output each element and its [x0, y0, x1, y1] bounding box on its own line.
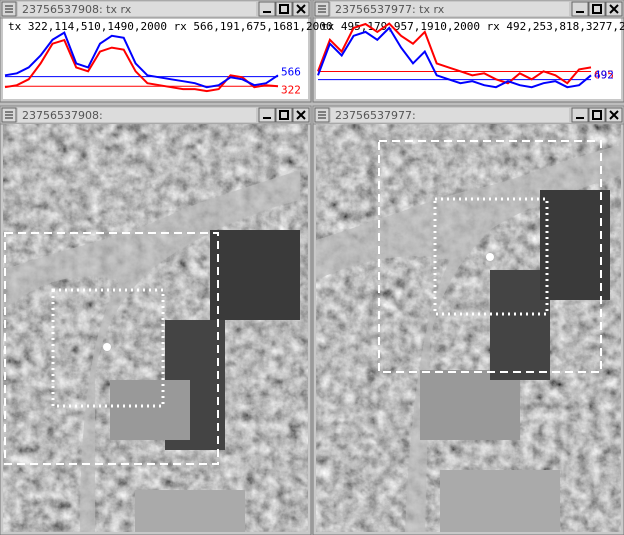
level-label: 322 — [281, 83, 301, 96]
charts: tx 322,114,510,1490,2000 rx 566,191,675,… — [4, 20, 624, 96]
level-label: 566 — [281, 66, 301, 79]
window-title: 23756537908: — [22, 109, 103, 122]
series-line — [4, 38, 279, 93]
series-line — [317, 26, 592, 89]
chart-header: tx 495,179,957,1910,2000 rx 492,253,818,… — [321, 20, 624, 33]
level-label: 695 — [594, 69, 614, 82]
aerial-photo — [316, 124, 621, 532]
window-title: 23756537977: — [335, 109, 416, 122]
window-title: 23756537977: tx rx — [335, 3, 445, 16]
chart-header: tx 322,114,510,1490,2000 rx 566,191,675,… — [8, 20, 333, 33]
series-line — [317, 22, 592, 85]
window-title: 23756537908: tx rx — [22, 3, 132, 16]
aerial-photo — [3, 124, 308, 532]
level-label: 492 — [594, 69, 614, 82]
series-line — [4, 31, 279, 89]
